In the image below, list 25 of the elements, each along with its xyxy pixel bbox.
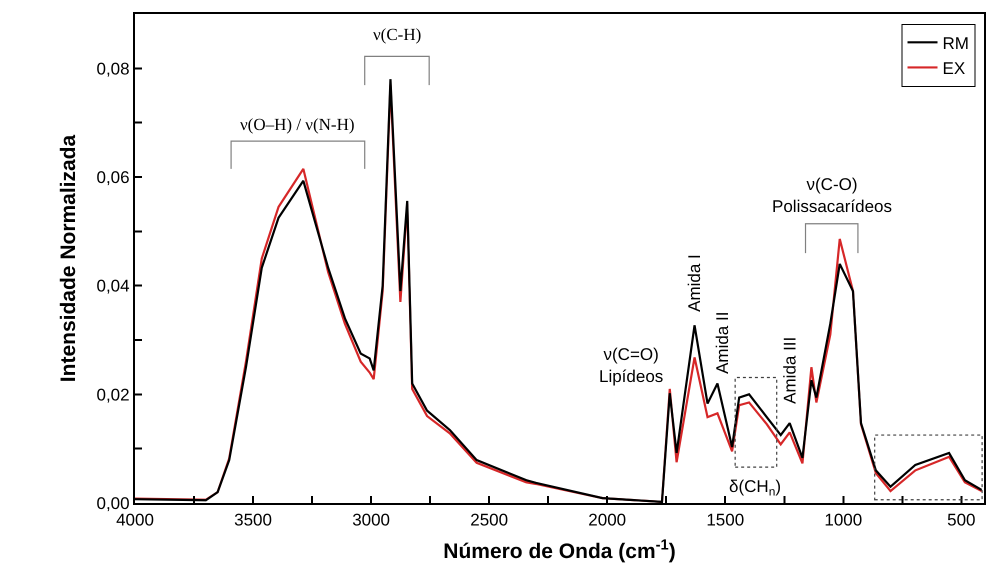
annotation: Amida II xyxy=(712,312,732,374)
y-tick-label: 0,06 xyxy=(96,168,130,187)
y-tick-label: 0,02 xyxy=(96,385,130,404)
x-axis-title: Número de Onda (cm$^{-1}$) xyxy=(443,537,676,564)
x-tick-label: 1500 xyxy=(706,510,744,530)
y-tick-label: 0,04 xyxy=(96,276,130,296)
x-tick-label: 4000 xyxy=(116,510,154,530)
x-tick-label: 2500 xyxy=(470,510,508,530)
annotation: Amida III xyxy=(780,336,800,404)
annotation: δ(CH$_{n}$) xyxy=(729,477,781,499)
annotation: ν(C=O) Lipídeos xyxy=(599,345,664,386)
y-axis-title: Intensidade Normalizada xyxy=(57,134,80,382)
y-tick-label: 0,08 xyxy=(96,59,130,78)
annotation: ν(O–H) / ν(N-H) xyxy=(240,115,355,134)
x-tick-label: 1000 xyxy=(824,510,862,530)
annotation: ν(C-O) Polissacarídeos xyxy=(772,175,892,216)
x-tick-label: 500 xyxy=(947,510,976,530)
y-tick-label: 0,00 xyxy=(96,494,130,513)
annotation: ν(C-H) xyxy=(373,25,422,44)
x-tick-label: 2000 xyxy=(588,510,626,530)
x-tick-label: 3000 xyxy=(352,510,390,530)
annotation: Amida I xyxy=(685,254,704,312)
x-tick-label: 3500 xyxy=(234,510,272,530)
legend-label: EX xyxy=(942,59,966,78)
legend-label: RM xyxy=(942,34,969,53)
